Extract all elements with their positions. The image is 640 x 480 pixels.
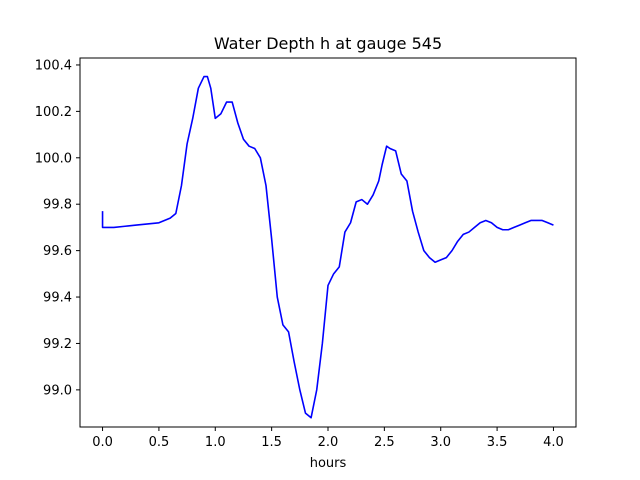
chart-title: Water Depth h at gauge 545	[214, 34, 442, 53]
x-tick-label: 0.0	[92, 435, 113, 450]
x-tick-label: 3.0	[430, 435, 451, 450]
plot-area	[101, 75, 554, 419]
x-tick-label: 1.0	[205, 435, 226, 450]
y-tick-label: 99.4	[43, 291, 72, 306]
y-tick-label: 99.8	[43, 198, 72, 213]
series-line-0	[101, 75, 554, 419]
y-axis-ticks: 99.0 99.2 99.4 99.6 99.8 100.0 100.2 100.4	[35, 58, 80, 398]
y-tick-label: 100.4	[35, 58, 72, 73]
y-tick-label: 100.0	[35, 151, 72, 166]
x-tick-label: 2.0	[318, 435, 339, 450]
axes-frame	[79, 57, 577, 428]
y-tick-label: 99.2	[43, 337, 72, 352]
y-tick-label: 99.6	[43, 244, 72, 259]
y-tick-label: 100.2	[35, 105, 72, 120]
x-axis-label: hours	[310, 456, 347, 471]
x-tick-label: 2.5	[374, 435, 395, 450]
x-tick-label: 3.5	[487, 435, 508, 450]
x-tick-label: 1.5	[261, 435, 282, 450]
x-axis-ticks: 0.0 0.5 1.0 1.5 2.0 2.5 3.0 3.5 4.0	[92, 427, 564, 450]
y-tick-label: 99.0	[43, 383, 72, 398]
x-tick-label: 0.5	[149, 435, 170, 450]
x-tick-label: 4.0	[543, 435, 564, 450]
